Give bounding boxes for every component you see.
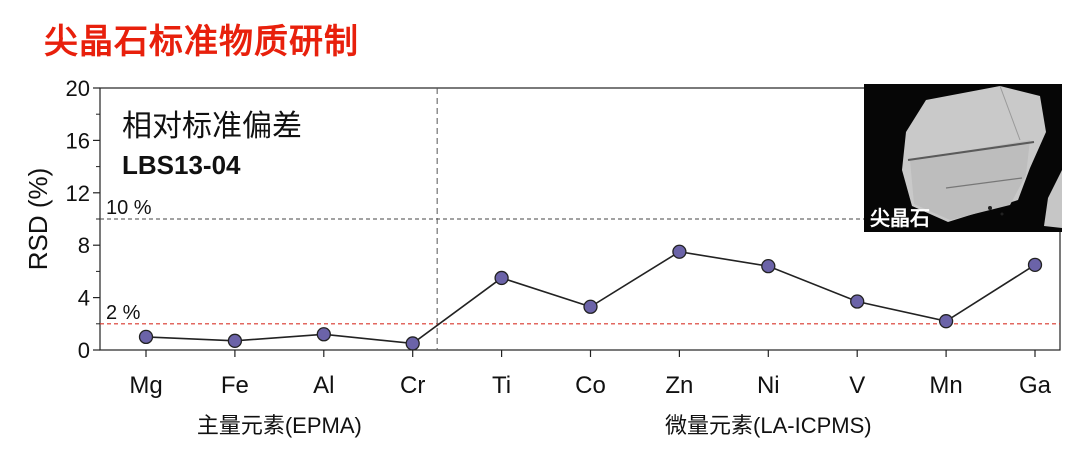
y-axis-label: RSD (%) [23, 168, 53, 271]
x-tick-label: Cr [400, 372, 425, 399]
y-tick-label: 16 [66, 128, 90, 153]
x-tick-label: Zn [665, 372, 693, 399]
y-tick-label: 0 [78, 338, 90, 363]
data-point [316, 327, 331, 342]
x-tick-label: Al [313, 372, 334, 399]
data-points [138, 244, 1043, 351]
y-tick-label: 4 [78, 286, 90, 311]
x-tick-label: Mn [929, 372, 962, 399]
data-point [850, 294, 865, 309]
y-tick-label: 8 [78, 233, 90, 258]
data-point [938, 314, 954, 329]
data-point [494, 270, 509, 286]
group-label: 微量元素(LA-ICPMS) [665, 413, 872, 438]
series-line [145, 250, 1036, 345]
chart-subtitle: LBS13-04 [122, 150, 241, 180]
x-tick-label: V [849, 372, 865, 399]
spinel-inset-image: 尖晶石 [864, 84, 1062, 232]
group-label: 主量元素(EPMA) [197, 413, 362, 438]
data-point [672, 244, 687, 259]
data-point [583, 299, 598, 314]
data-point [1027, 257, 1043, 273]
data-point [761, 259, 776, 274]
reference-label: 2 % [106, 302, 141, 324]
chart-title: 相对标准偏差 [122, 110, 302, 143]
x-tick-label: Ni [757, 372, 780, 399]
x-axis: Mg Fe Al Cr Ti Co Zn Ni V Mn Ga [129, 350, 1052, 399]
x-tick-label: Mg [129, 372, 162, 399]
x-tick-label: Co [575, 372, 606, 399]
y-tick-label: 20 [66, 76, 90, 101]
page-title: 尖晶石标准物质研制 [44, 22, 359, 62]
group-labels: 主量元素(EPMA) 微量元素(LA-ICPMS) [197, 413, 872, 438]
inset-label: 尖晶石 [870, 206, 930, 230]
reference-label: 10 % [106, 197, 152, 219]
x-tick-label: Ti [492, 372, 511, 399]
data-point [138, 329, 154, 345]
x-tick-label: Ga [1019, 372, 1052, 399]
x-tick-label: Fe [221, 372, 249, 399]
y-axis: 0 4 8 12 16 20 [66, 76, 100, 363]
data-point [227, 333, 243, 348]
y-tick-label: 12 [66, 181, 90, 206]
data-point [405, 336, 420, 351]
